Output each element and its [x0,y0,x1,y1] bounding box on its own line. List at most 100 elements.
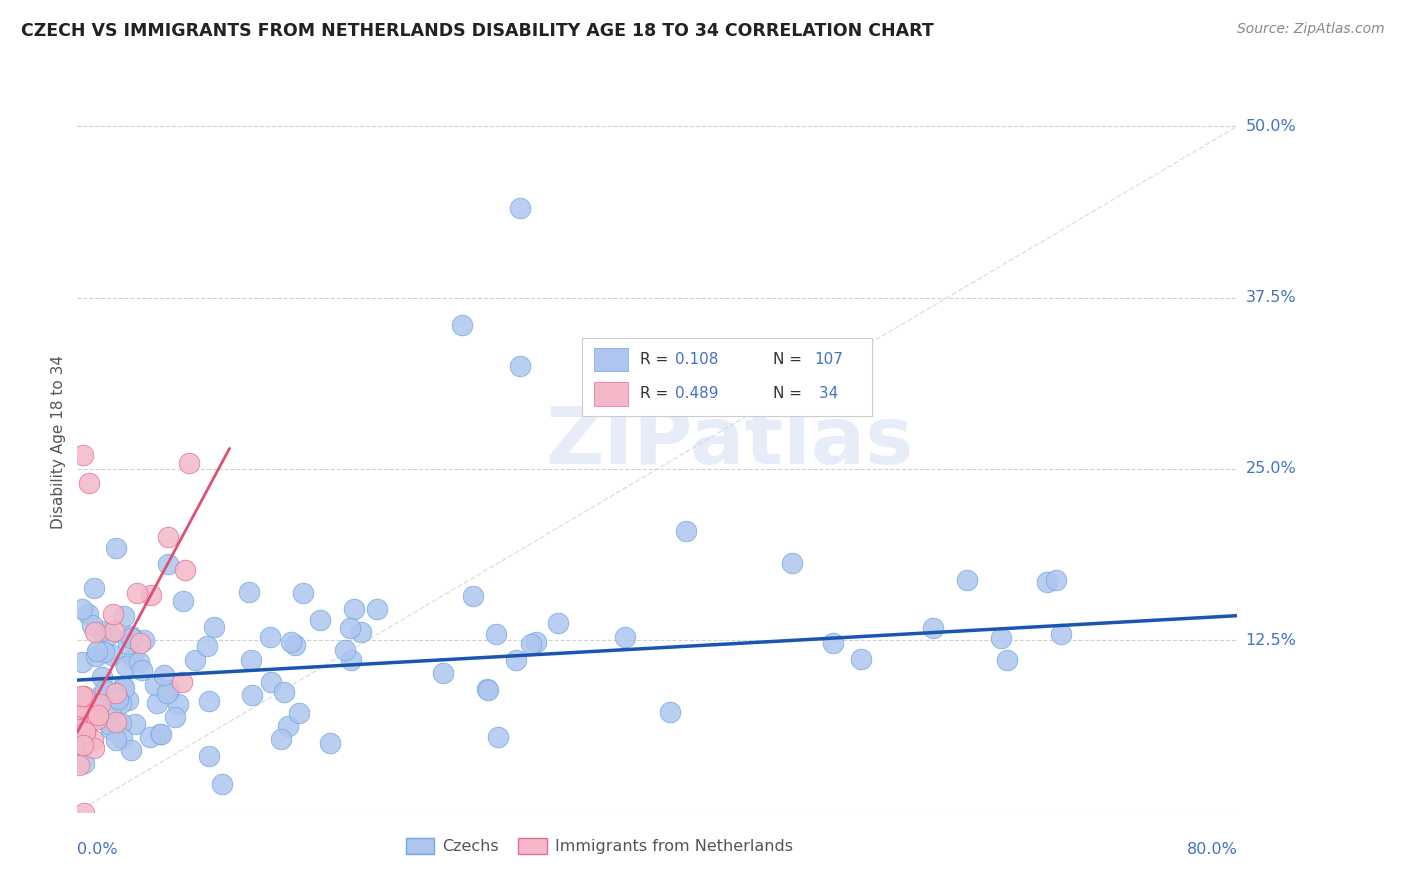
Point [675,524,697,538]
Point [70,689,93,703]
Point [184,653,207,667]
Point [73,805,96,820]
Text: 12.5%: 12.5% [1246,632,1296,648]
Point [149,727,172,741]
Point [107,691,129,706]
Text: 37.5%: 37.5% [1246,290,1296,305]
Point [139,588,162,602]
Point [75,720,97,734]
Point [117,692,139,706]
Point [115,658,138,673]
Point [117,637,139,651]
Point [146,696,169,710]
Point [509,359,531,373]
Point [159,683,181,698]
Point [174,563,197,577]
Point [139,730,162,744]
Point [67,719,90,733]
Point [124,717,146,731]
Point [156,557,179,571]
Point [288,706,311,721]
Point [519,636,541,650]
Point [152,668,174,682]
Text: R =: R = [640,386,673,401]
Point [156,686,179,700]
Point [195,639,218,653]
Point [105,690,128,704]
Point [350,625,373,640]
Point [73,708,96,723]
Point [198,694,221,708]
Point [91,670,114,684]
Text: ZIPatlas: ZIPatlas [546,402,914,481]
Point [69,758,91,772]
Text: R =: R = [640,352,673,368]
Point [120,631,142,645]
Point [143,678,166,692]
Point [86,712,108,726]
Point [339,622,361,636]
Text: 50.0%: 50.0% [1246,119,1296,134]
Point [172,593,194,607]
Point [93,682,115,697]
Point [280,634,302,648]
Point [72,730,94,744]
Point [921,622,943,636]
Point [128,656,150,670]
Text: 34: 34 [814,386,838,401]
Point [110,696,132,710]
Point [821,636,844,650]
Point [505,653,527,667]
Text: 25.0%: 25.0% [1246,461,1296,476]
Point [122,652,145,666]
Point [83,740,105,755]
Point [77,475,100,490]
Point [1050,627,1073,641]
Point [780,557,803,571]
Point [83,709,105,723]
Text: N =: N = [773,386,807,401]
Point [112,608,135,623]
Point [120,742,142,756]
Point [127,586,149,600]
Point [104,715,127,730]
Point [291,586,314,600]
Point [100,700,122,714]
Point [98,627,121,641]
Y-axis label: Disability Age 18 to 34: Disability Age 18 to 34 [51,354,66,529]
Text: 0.108: 0.108 [675,352,718,368]
Text: N =: N = [773,352,807,368]
FancyBboxPatch shape [593,348,628,371]
Point [82,732,104,747]
Point [319,736,342,750]
Point [90,624,112,639]
Point [101,607,124,621]
Point [101,648,124,662]
Point [340,653,363,667]
Point [343,602,366,616]
Point [120,629,142,643]
Point [177,456,200,470]
FancyBboxPatch shape [582,338,872,416]
Point [277,719,299,733]
Point [547,615,569,630]
Point [333,643,356,657]
Text: 0.0%: 0.0% [77,842,118,857]
Point [86,708,108,723]
Point [70,703,93,717]
Point [156,530,179,544]
Point [86,644,108,658]
Point [112,679,135,693]
Point [614,630,637,644]
Legend: Czechs, Immigrants from Netherlands: Czechs, Immigrants from Netherlands [401,834,797,859]
Point [84,648,107,663]
Point [89,689,111,703]
Point [366,601,388,615]
Point [259,630,281,644]
Point [149,726,172,740]
Point [73,756,96,770]
Point [995,653,1018,667]
Point [70,700,93,714]
Point [165,709,187,723]
Point [849,652,872,666]
